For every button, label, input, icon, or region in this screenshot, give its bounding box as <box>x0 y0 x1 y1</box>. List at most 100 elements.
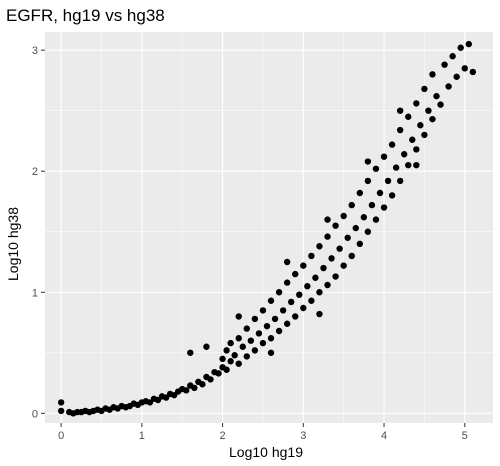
scatter-point <box>283 320 291 327</box>
scatter-point <box>388 141 396 148</box>
scatter-point <box>57 399 65 406</box>
scatter-point <box>364 177 372 185</box>
scatter-point <box>336 245 343 252</box>
scatter-point <box>324 281 331 289</box>
y-axis-title: Log10 hg38 <box>5 207 21 281</box>
scatter-point <box>187 349 194 356</box>
plot-panel <box>45 32 493 423</box>
scatter-point <box>304 283 311 290</box>
scatter-point <box>288 298 295 306</box>
y-tick-label: 2 <box>32 166 38 178</box>
scatter-point <box>348 201 355 209</box>
scatter-point <box>267 335 275 342</box>
scatter-point <box>409 136 416 143</box>
scatter-point <box>332 222 339 229</box>
scatter-point <box>380 204 388 211</box>
scatter-point <box>392 164 400 171</box>
scatter-point <box>396 177 404 185</box>
scatter-point <box>376 189 384 197</box>
scatter-point <box>372 165 380 172</box>
scatter-point <box>191 384 198 392</box>
x-tick-label: 1 <box>139 430 145 442</box>
scatter-point <box>235 313 242 320</box>
scatter-point <box>227 358 234 365</box>
y-tick-label: 3 <box>32 45 38 57</box>
scatter-point <box>469 68 477 76</box>
scatter-point <box>340 212 347 220</box>
scatter-point <box>300 262 307 269</box>
x-tick-label: 4 <box>381 430 387 442</box>
scatter-point <box>352 224 359 232</box>
x-tick-label: 2 <box>220 430 226 442</box>
scatter-point <box>231 352 238 359</box>
scatter-point <box>437 101 444 108</box>
scatter-point <box>219 355 226 363</box>
scatter-point <box>283 258 291 266</box>
scatter-point <box>308 252 315 260</box>
x-tick-label: 0 <box>58 430 64 442</box>
scatter-point <box>433 92 440 100</box>
scatter-point <box>396 126 404 134</box>
scatter-point <box>421 85 428 93</box>
scatter-point <box>267 349 275 356</box>
scatter-point <box>328 255 335 262</box>
scatter-point <box>429 115 436 123</box>
scatter-point <box>247 337 255 344</box>
scatter-point <box>316 289 323 296</box>
scatter-point <box>380 153 388 160</box>
scatter-point <box>259 339 267 347</box>
scatter-point <box>207 376 214 383</box>
scatter-point <box>227 339 234 347</box>
scatter-point <box>332 273 339 280</box>
scatter-point <box>360 214 368 221</box>
scatter-point <box>203 343 210 350</box>
scatter-point <box>356 240 364 248</box>
scatter-point <box>413 100 420 107</box>
scatter-point <box>223 366 230 373</box>
scatter-point <box>340 262 347 269</box>
scatter-point <box>364 228 372 235</box>
scatter-point <box>259 307 267 314</box>
scatter-point <box>215 370 222 377</box>
scatter-point <box>405 161 412 169</box>
scatter-point <box>405 113 412 120</box>
scatter-point <box>251 347 259 354</box>
y-tick-label: 1 <box>32 287 38 299</box>
scatter-point <box>292 313 299 320</box>
scatter-point <box>413 161 420 169</box>
scatter-point <box>429 71 436 78</box>
scatter-point <box>312 274 319 281</box>
scatter-point <box>320 264 327 272</box>
scatter-point <box>199 381 206 388</box>
scatter-point <box>368 201 376 209</box>
scatter-point <box>356 189 364 197</box>
scatter-point <box>441 61 448 68</box>
scatter-point <box>445 83 452 90</box>
scatter-point <box>239 343 246 350</box>
scatter-point <box>267 297 275 304</box>
y-tick-label: 0 <box>32 408 38 420</box>
scatter-point <box>316 243 323 250</box>
scatter-point <box>57 407 65 415</box>
scatter-point <box>271 315 279 323</box>
scatter-point <box>308 297 315 304</box>
scatter-point <box>364 158 372 165</box>
scatter-point <box>372 216 380 223</box>
x-axis-title: Log10 hg19 <box>229 444 303 460</box>
x-tick-label: 3 <box>300 430 306 442</box>
scatter-point <box>300 304 307 312</box>
scatter-point <box>421 131 428 139</box>
scatter-point <box>292 270 299 278</box>
scatter-point <box>396 107 404 114</box>
scatter-point <box>461 65 468 72</box>
scatter-point <box>279 307 287 314</box>
scatter-point <box>384 177 392 185</box>
scatter-point <box>183 387 190 394</box>
scatter-point <box>235 335 242 342</box>
scatter-point <box>251 315 259 323</box>
scatter-point <box>275 289 283 296</box>
scatter-point <box>316 310 323 318</box>
scatter-point <box>457 44 464 51</box>
scatter-point <box>275 327 283 335</box>
